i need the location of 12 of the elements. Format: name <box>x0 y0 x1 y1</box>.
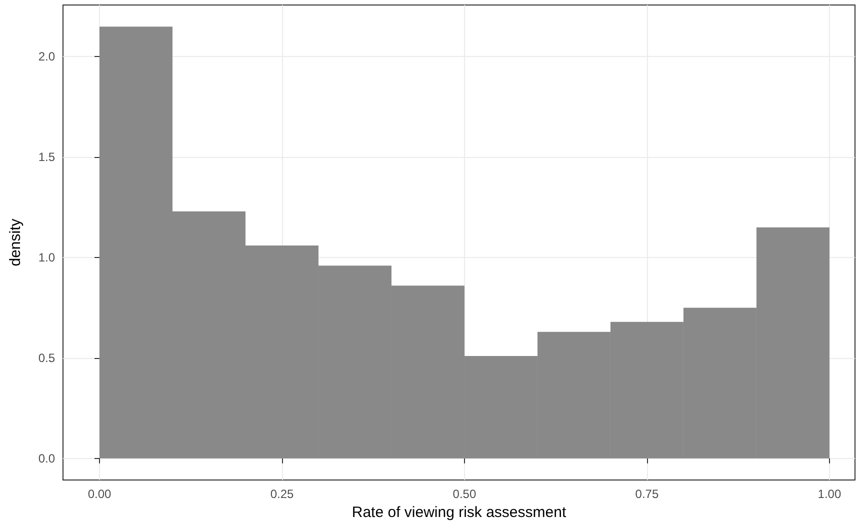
x-tick-label: 0.25 <box>270 487 294 501</box>
x-tick-label: 0.50 <box>452 487 476 501</box>
y-axis-title: density <box>7 218 24 266</box>
x-tick-label: 0.00 <box>88 487 112 501</box>
x-tick-label: 0.75 <box>635 487 659 501</box>
y-tick-label: 2.0 <box>38 50 56 64</box>
y-tick-label: 1.5 <box>38 150 56 164</box>
x-axis-title: Rate of viewing risk assessment <box>352 504 567 521</box>
x-tick-label: 1.00 <box>818 487 842 501</box>
y-tick-label: 0.0 <box>38 451 56 466</box>
y-tick-label: 0.5 <box>38 350 56 365</box>
y-tick-label: 1.0 <box>38 250 56 265</box>
